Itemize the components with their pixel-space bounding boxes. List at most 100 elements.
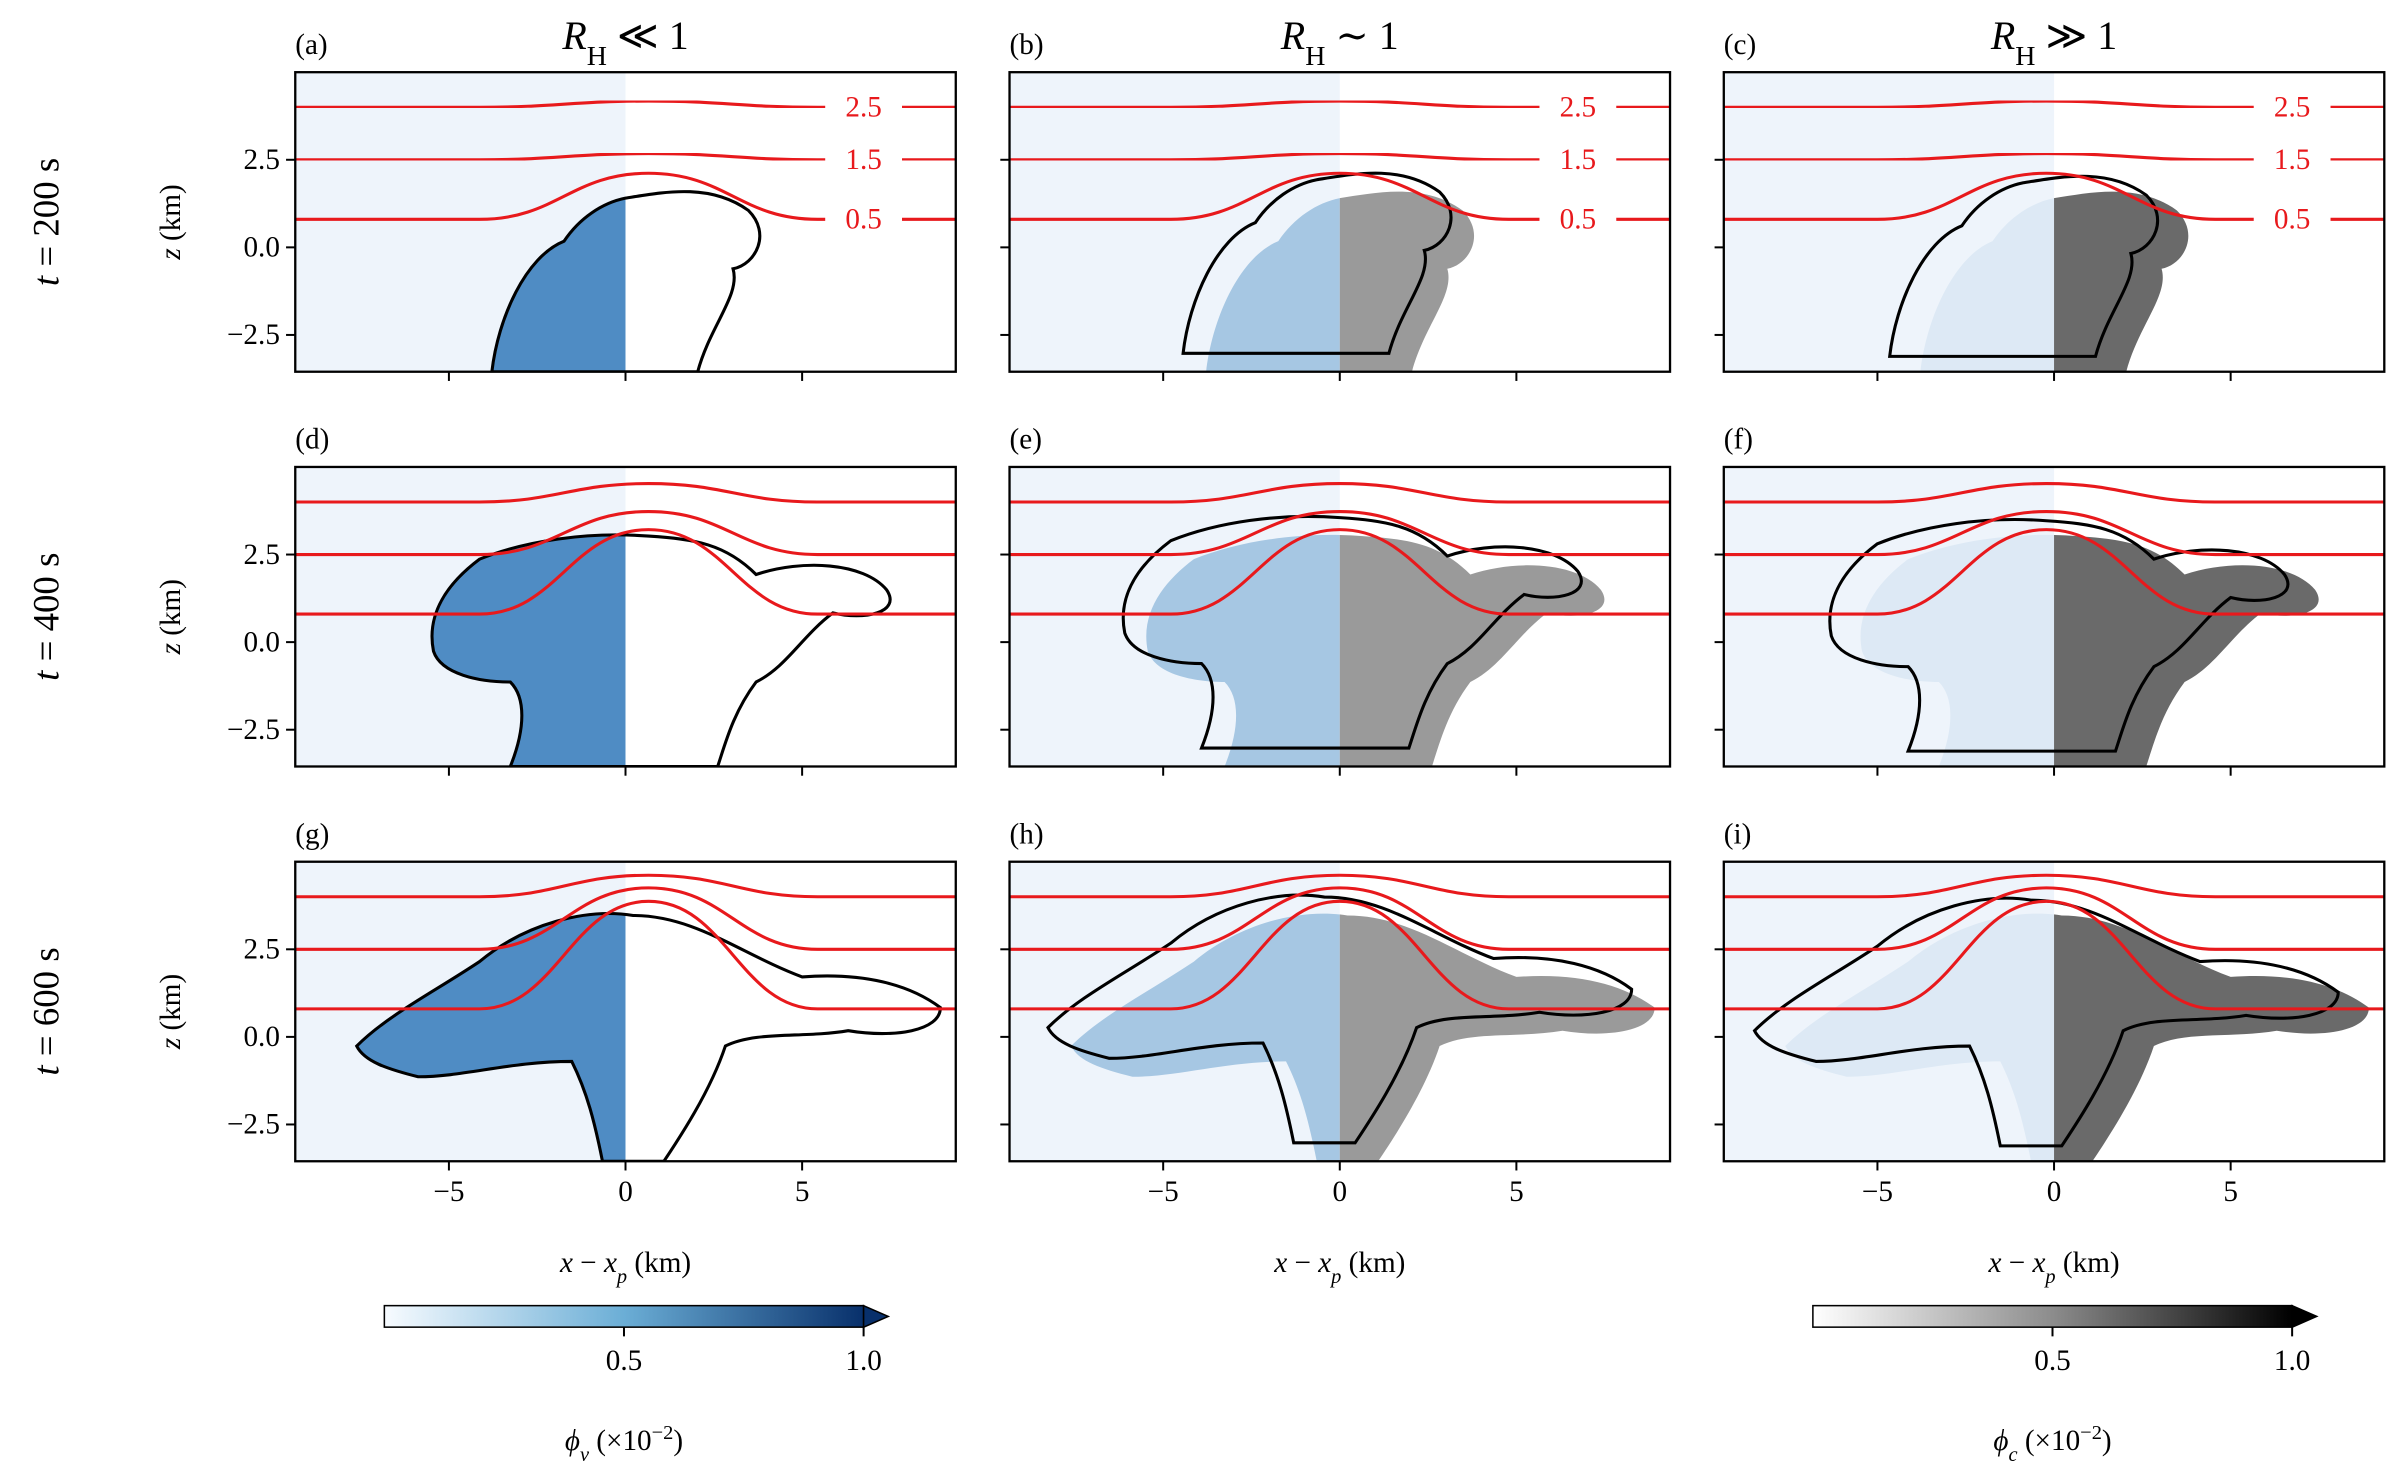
panel: 2.5 1.5 0.5 (b) [1000, 29, 1672, 381]
plume-condensate [1339, 914, 1655, 1162]
plot-area [295, 861, 956, 1162]
panel: −5 0 5(i)x − xp (km) [1714, 818, 2386, 1288]
contour-label: 2.5 [2274, 91, 2310, 123]
panel-label: (d) [295, 424, 329, 456]
column-title-part: ≪ 1 [607, 13, 689, 58]
x-axis-label-part: − [573, 1247, 604, 1279]
colorbar: 0.5 1.0 ϕc (×10−2) [1812, 1304, 2319, 1466]
x-axis-label-part: x [559, 1247, 573, 1279]
row-title-part: t [26, 1065, 67, 1076]
y-axis-label-part: z [155, 248, 187, 260]
plume-outline [1046, 893, 1634, 1145]
contour-line [1723, 482, 2385, 504]
column-title: RH ∼ 1 [1280, 13, 1399, 72]
y-tick-label: 2.5 [243, 144, 279, 176]
panel: 2.5 1.5 0.5 −2.5 0.0 2.5 (a) z (km) [155, 29, 957, 381]
colorbar-label-part: ) [2102, 1425, 2112, 1457]
y-axis-label-part: (km) [155, 579, 187, 643]
plot-area [1009, 861, 1671, 1162]
colorbar-label: ϕc (×10−2) [1993, 1422, 2111, 1466]
y-axis-label-part: z [155, 643, 187, 655]
contour-line [1723, 509, 2385, 557]
contour-label: 0.5 [2274, 204, 2310, 236]
contour-line [1009, 482, 1671, 504]
contour-label: 0.5 [1560, 204, 1596, 236]
row-title-part: = 600 s [26, 947, 67, 1065]
colorbar-tick-label: 1.0 [845, 1345, 881, 1377]
x-axis-label-part: p [615, 1266, 627, 1288]
plume-vapor [1206, 198, 1340, 372]
row-title: t = 200 s [26, 158, 67, 286]
x-axis-label-part: (km) [627, 1247, 691, 1279]
column-title-part: ≫ 1 [2035, 13, 2117, 58]
panel-label: (e) [1010, 424, 1042, 456]
panel-label: (g) [295, 818, 329, 850]
plume-condensate [1339, 191, 1474, 372]
column-title-part: R [561, 13, 586, 58]
plume-outline [1752, 896, 2340, 1148]
plume-vapor [432, 534, 626, 767]
contour-line [1723, 886, 2385, 951]
panel-label: (a) [295, 29, 327, 61]
plot-area [1723, 466, 2385, 767]
contour-label: 1.5 [845, 144, 881, 176]
x-axis-label-part: (km) [2056, 1247, 2120, 1279]
column-title-part: R [1280, 13, 1305, 58]
y-axis-label: z (km) [155, 974, 187, 1050]
panel-label: (b) [1010, 29, 1044, 61]
column-title-part: H [2015, 41, 2035, 72]
colorbar-label-part: ϕ [1993, 1425, 2008, 1457]
x-tick-label: −5 [1862, 1176, 1893, 1208]
x-tick-label: 0 [618, 1176, 633, 1208]
panel: (e) [1000, 424, 1672, 776]
plot-area [1009, 466, 1671, 767]
plume-condensate [2054, 914, 2369, 1162]
colorbar: 0.5 1.0 ϕv (×10−2) [383, 1304, 891, 1466]
colorbar-tick-label: 1.0 [2274, 1345, 2310, 1377]
panel-label: (c) [1724, 29, 1756, 61]
x-axis-label-part: (km) [1341, 1247, 1405, 1279]
contour-line [1009, 171, 1671, 221]
plume-outline [1828, 518, 2290, 753]
contour-line [1723, 873, 2385, 899]
x-axis-label: x − xp (km) [1987, 1247, 2119, 1288]
x-axis-label-part: x [1317, 1247, 1331, 1279]
x-axis-label: x − xp (km) [559, 1247, 691, 1288]
plume-condensate [2054, 535, 2319, 767]
colorbar-tick-label: 0.5 [2034, 1345, 2070, 1377]
contour-line [1009, 99, 1671, 109]
x-axis-label-part: x [1273, 1247, 1287, 1279]
plot-area [295, 72, 956, 372]
y-tick-label: 0.0 [243, 1021, 279, 1053]
contour-line [295, 886, 956, 951]
contour-line [1723, 99, 2385, 109]
colorbar-fill [383, 1304, 865, 1328]
panel-label: (f) [1724, 424, 1753, 456]
colorbar-fill [1812, 1304, 2293, 1328]
contour-line [1009, 528, 1671, 616]
plot-area [1009, 72, 1671, 372]
contour-label: 0.5 [845, 204, 881, 236]
row-title: t = 400 s [26, 553, 67, 681]
plume-condensate [625, 914, 941, 1162]
colorbar-label-part: −2 [2080, 1422, 2102, 1444]
contour-line [295, 528, 956, 616]
y-axis-label-part: z [155, 1038, 187, 1050]
plume-condensate [625, 535, 890, 767]
x-axis-label-part: p [2043, 1266, 2055, 1288]
plume-vapor [1860, 534, 2055, 767]
x-axis-label-part: x [2031, 1247, 2045, 1279]
row-title-part: = 200 s [26, 158, 67, 276]
colorbar-extend [2291, 1304, 2319, 1329]
colorbar-tick-label: 0.5 [606, 1345, 642, 1377]
x-tick-label: 5 [1509, 1176, 1524, 1208]
y-tick-label: −2.5 [227, 319, 280, 351]
y-axis-label-part: (km) [155, 184, 187, 248]
contour-line [1723, 528, 2385, 616]
column-title-part: H [587, 41, 607, 72]
y-tick-label: −2.5 [227, 1109, 280, 1141]
y-tick-label: 0.0 [243, 626, 279, 658]
plume-vapor [1146, 534, 1340, 767]
column-title: RH ≫ 1 [1990, 13, 2117, 72]
